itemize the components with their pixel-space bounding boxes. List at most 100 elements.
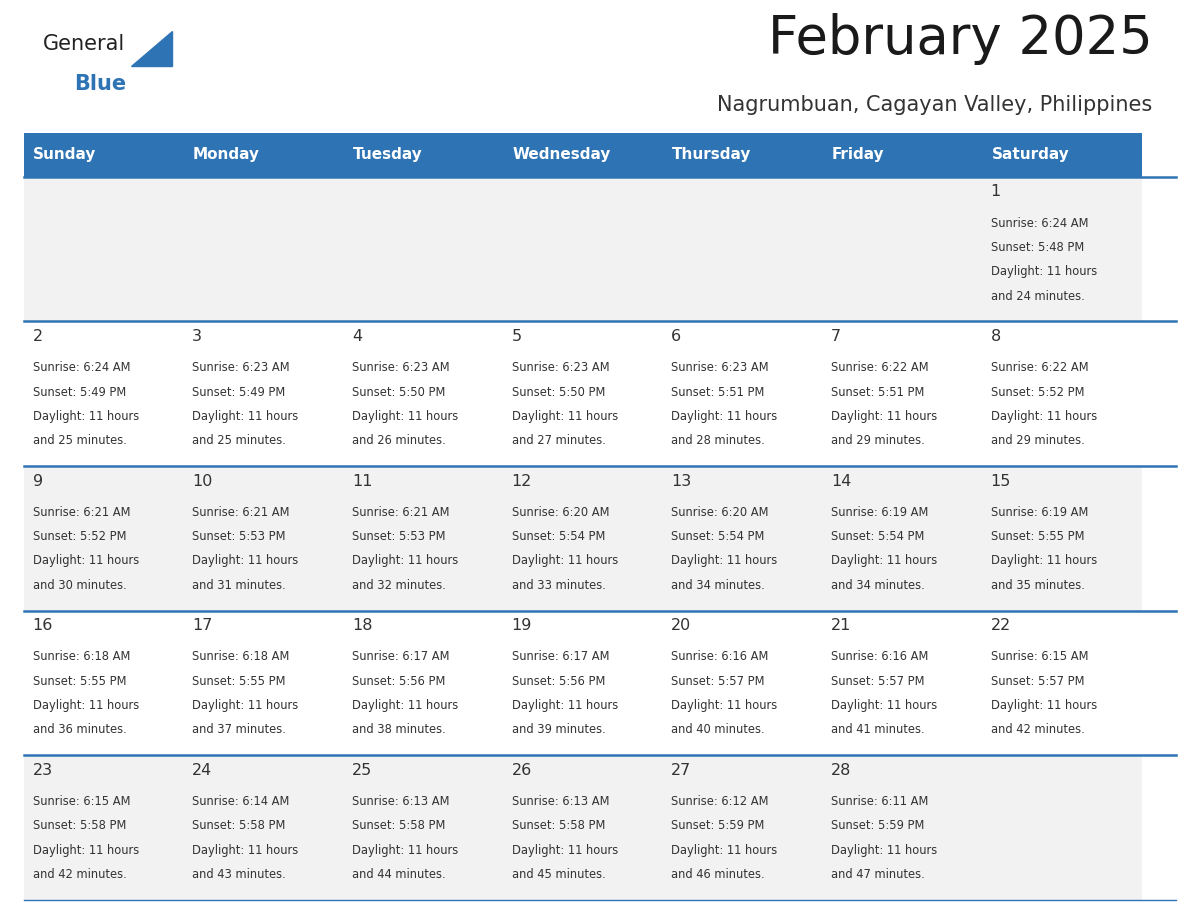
Bar <box>24 756 183 900</box>
Text: and 42 minutes.: and 42 minutes. <box>32 868 126 880</box>
Bar <box>981 177 1142 321</box>
Text: Saturday: Saturday <box>992 148 1069 162</box>
Text: Daylight: 11 hours: Daylight: 11 hours <box>830 699 937 712</box>
Text: and 46 minutes.: and 46 minutes. <box>671 868 765 880</box>
Text: Sunset: 5:58 PM: Sunset: 5:58 PM <box>192 819 285 833</box>
Text: Sunrise: 6:19 AM: Sunrise: 6:19 AM <box>830 506 928 519</box>
Text: Sunset: 5:53 PM: Sunset: 5:53 PM <box>192 530 286 543</box>
Text: and 32 minutes.: and 32 minutes. <box>352 578 446 592</box>
Text: Sunset: 5:56 PM: Sunset: 5:56 PM <box>512 675 605 688</box>
Bar <box>503 466 663 610</box>
Text: 8: 8 <box>991 329 1001 344</box>
Text: February 2025: February 2025 <box>767 13 1152 65</box>
Text: Sunset: 5:56 PM: Sunset: 5:56 PM <box>352 675 446 688</box>
Bar <box>822 177 981 321</box>
Text: Sunset: 5:57 PM: Sunset: 5:57 PM <box>671 675 765 688</box>
Text: Sunrise: 6:13 AM: Sunrise: 6:13 AM <box>512 795 609 808</box>
Text: Sunset: 5:54 PM: Sunset: 5:54 PM <box>512 530 605 543</box>
Bar <box>24 466 183 610</box>
Text: Sunrise: 6:15 AM: Sunrise: 6:15 AM <box>32 795 129 808</box>
Text: Wednesday: Wednesday <box>512 148 611 162</box>
Text: Sunrise: 6:23 AM: Sunrise: 6:23 AM <box>512 361 609 375</box>
Bar <box>503 610 663 756</box>
Bar <box>822 133 981 177</box>
Bar <box>981 321 1142 466</box>
Text: Sunset: 5:55 PM: Sunset: 5:55 PM <box>991 530 1085 543</box>
Bar <box>24 177 183 321</box>
Bar <box>822 466 981 610</box>
Text: Sunrise: 6:22 AM: Sunrise: 6:22 AM <box>991 361 1088 375</box>
Text: Sunset: 5:49 PM: Sunset: 5:49 PM <box>192 386 285 398</box>
Text: Sunset: 5:52 PM: Sunset: 5:52 PM <box>32 530 126 543</box>
Text: Sunset: 5:51 PM: Sunset: 5:51 PM <box>830 386 924 398</box>
Bar <box>822 610 981 756</box>
Text: Daylight: 11 hours: Daylight: 11 hours <box>991 265 1097 278</box>
Text: 3: 3 <box>192 329 202 344</box>
Text: Daylight: 11 hours: Daylight: 11 hours <box>991 554 1097 567</box>
Text: and 43 minutes.: and 43 minutes. <box>192 868 286 880</box>
Text: and 38 minutes.: and 38 minutes. <box>352 723 446 736</box>
Bar <box>183 177 343 321</box>
Bar <box>663 610 822 756</box>
Text: Sunrise: 6:23 AM: Sunrise: 6:23 AM <box>192 361 290 375</box>
Text: Daylight: 11 hours: Daylight: 11 hours <box>671 699 777 712</box>
Text: Sunset: 5:50 PM: Sunset: 5:50 PM <box>512 386 605 398</box>
Text: 13: 13 <box>671 474 691 488</box>
Text: Sunrise: 6:21 AM: Sunrise: 6:21 AM <box>352 506 449 519</box>
Bar <box>343 466 503 610</box>
Text: Sunrise: 6:16 AM: Sunrise: 6:16 AM <box>830 650 928 664</box>
Bar <box>503 133 663 177</box>
Bar <box>183 756 343 900</box>
Bar <box>24 610 183 756</box>
Text: Sunset: 5:54 PM: Sunset: 5:54 PM <box>671 530 765 543</box>
Text: and 33 minutes.: and 33 minutes. <box>512 578 606 592</box>
Text: 2: 2 <box>32 329 43 344</box>
Text: Daylight: 11 hours: Daylight: 11 hours <box>512 699 618 712</box>
Text: and 27 minutes.: and 27 minutes. <box>512 434 606 447</box>
Text: Sunrise: 6:24 AM: Sunrise: 6:24 AM <box>32 361 129 375</box>
Text: 25: 25 <box>352 763 372 778</box>
Bar <box>343 321 503 466</box>
Text: 15: 15 <box>991 474 1011 488</box>
Text: Daylight: 11 hours: Daylight: 11 hours <box>32 554 139 567</box>
Text: and 31 minutes.: and 31 minutes. <box>192 578 286 592</box>
Text: Sunset: 5:53 PM: Sunset: 5:53 PM <box>352 530 446 543</box>
Text: Daylight: 11 hours: Daylight: 11 hours <box>192 844 298 856</box>
Bar <box>981 466 1142 610</box>
Text: and 28 minutes.: and 28 minutes. <box>671 434 765 447</box>
Bar <box>343 756 503 900</box>
Text: 18: 18 <box>352 618 372 633</box>
Text: 12: 12 <box>512 474 532 488</box>
Text: Sunset: 5:59 PM: Sunset: 5:59 PM <box>671 819 765 833</box>
Text: Sunrise: 6:18 AM: Sunrise: 6:18 AM <box>32 650 129 664</box>
Text: Daylight: 11 hours: Daylight: 11 hours <box>830 554 937 567</box>
Text: and 42 minutes.: and 42 minutes. <box>991 723 1085 736</box>
Text: and 29 minutes.: and 29 minutes. <box>991 434 1085 447</box>
Text: and 29 minutes.: and 29 minutes. <box>830 434 924 447</box>
Bar <box>24 321 183 466</box>
Text: 1: 1 <box>991 185 1001 199</box>
Text: Sunset: 5:50 PM: Sunset: 5:50 PM <box>352 386 446 398</box>
Text: Sunset: 5:55 PM: Sunset: 5:55 PM <box>192 675 286 688</box>
Text: Sunrise: 6:14 AM: Sunrise: 6:14 AM <box>192 795 290 808</box>
Text: 5: 5 <box>512 329 522 344</box>
Text: and 24 minutes.: and 24 minutes. <box>991 289 1085 303</box>
Text: Sunrise: 6:24 AM: Sunrise: 6:24 AM <box>991 217 1088 230</box>
Text: Daylight: 11 hours: Daylight: 11 hours <box>32 844 139 856</box>
Bar <box>24 133 183 177</box>
Text: Sunset: 5:51 PM: Sunset: 5:51 PM <box>671 386 765 398</box>
Bar <box>183 610 343 756</box>
Bar <box>343 177 503 321</box>
Text: Daylight: 11 hours: Daylight: 11 hours <box>192 699 298 712</box>
Text: 27: 27 <box>671 763 691 778</box>
Text: Sunset: 5:59 PM: Sunset: 5:59 PM <box>830 819 924 833</box>
Text: and 41 minutes.: and 41 minutes. <box>830 723 924 736</box>
Text: Nagrumbuan, Cagayan Valley, Philippines: Nagrumbuan, Cagayan Valley, Philippines <box>718 95 1152 115</box>
Text: 11: 11 <box>352 474 372 488</box>
Text: Daylight: 11 hours: Daylight: 11 hours <box>192 554 298 567</box>
Text: and 39 minutes.: and 39 minutes. <box>512 723 606 736</box>
Text: Sunrise: 6:23 AM: Sunrise: 6:23 AM <box>671 361 769 375</box>
Text: Sunrise: 6:11 AM: Sunrise: 6:11 AM <box>830 795 928 808</box>
Bar <box>183 133 343 177</box>
Text: Sunset: 5:58 PM: Sunset: 5:58 PM <box>512 819 605 833</box>
